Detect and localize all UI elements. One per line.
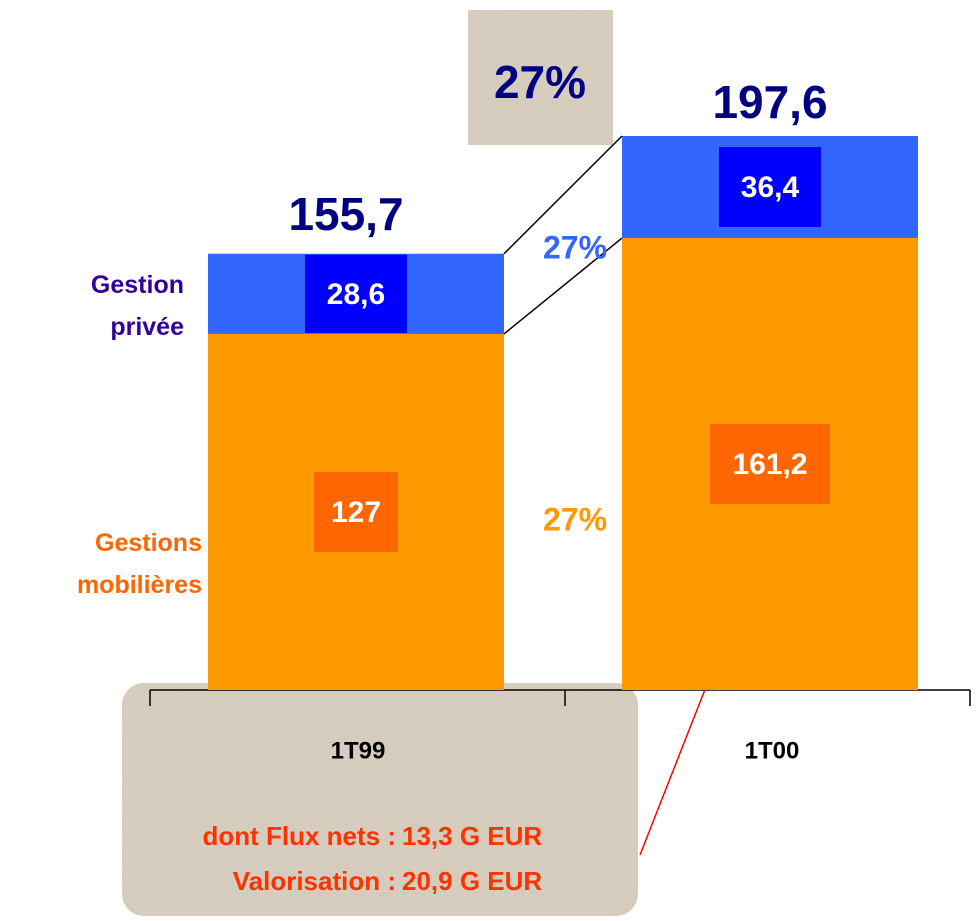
value-label: 161,2: [732, 448, 807, 481]
note-value: 20,9 G EUR: [402, 866, 542, 896]
series-label: Gestions mobilières: [76, 529, 202, 599]
connector: [503, 135, 623, 255]
value-label: 28,6: [327, 278, 385, 311]
growth-box: [468, 10, 613, 145]
note-box: [122, 683, 638, 916]
total-label: 197,6: [712, 76, 827, 128]
growth-label: 27%: [543, 229, 607, 265]
total-label: 155,7: [288, 188, 403, 240]
value-label-box: [314, 471, 398, 552]
note-label: Valorisation :: [233, 866, 396, 896]
x-tick-label: 1T00: [745, 737, 800, 764]
value-label: 127: [331, 496, 381, 529]
growth-label: 27%: [494, 56, 586, 108]
x-tick-label: 1T99: [331, 737, 386, 764]
series-label: Gestion privée: [90, 271, 184, 341]
value-label: 36,4: [741, 171, 800, 204]
value-label-box: [710, 424, 830, 505]
growth-label: 27%: [543, 501, 607, 537]
value-label-box: [719, 147, 821, 228]
note-value: 13,3 G EUR: [402, 821, 542, 851]
value-label-box: [305, 254, 407, 333]
note-label: dont Flux nets :: [202, 821, 396, 851]
connector: [503, 237, 623, 335]
